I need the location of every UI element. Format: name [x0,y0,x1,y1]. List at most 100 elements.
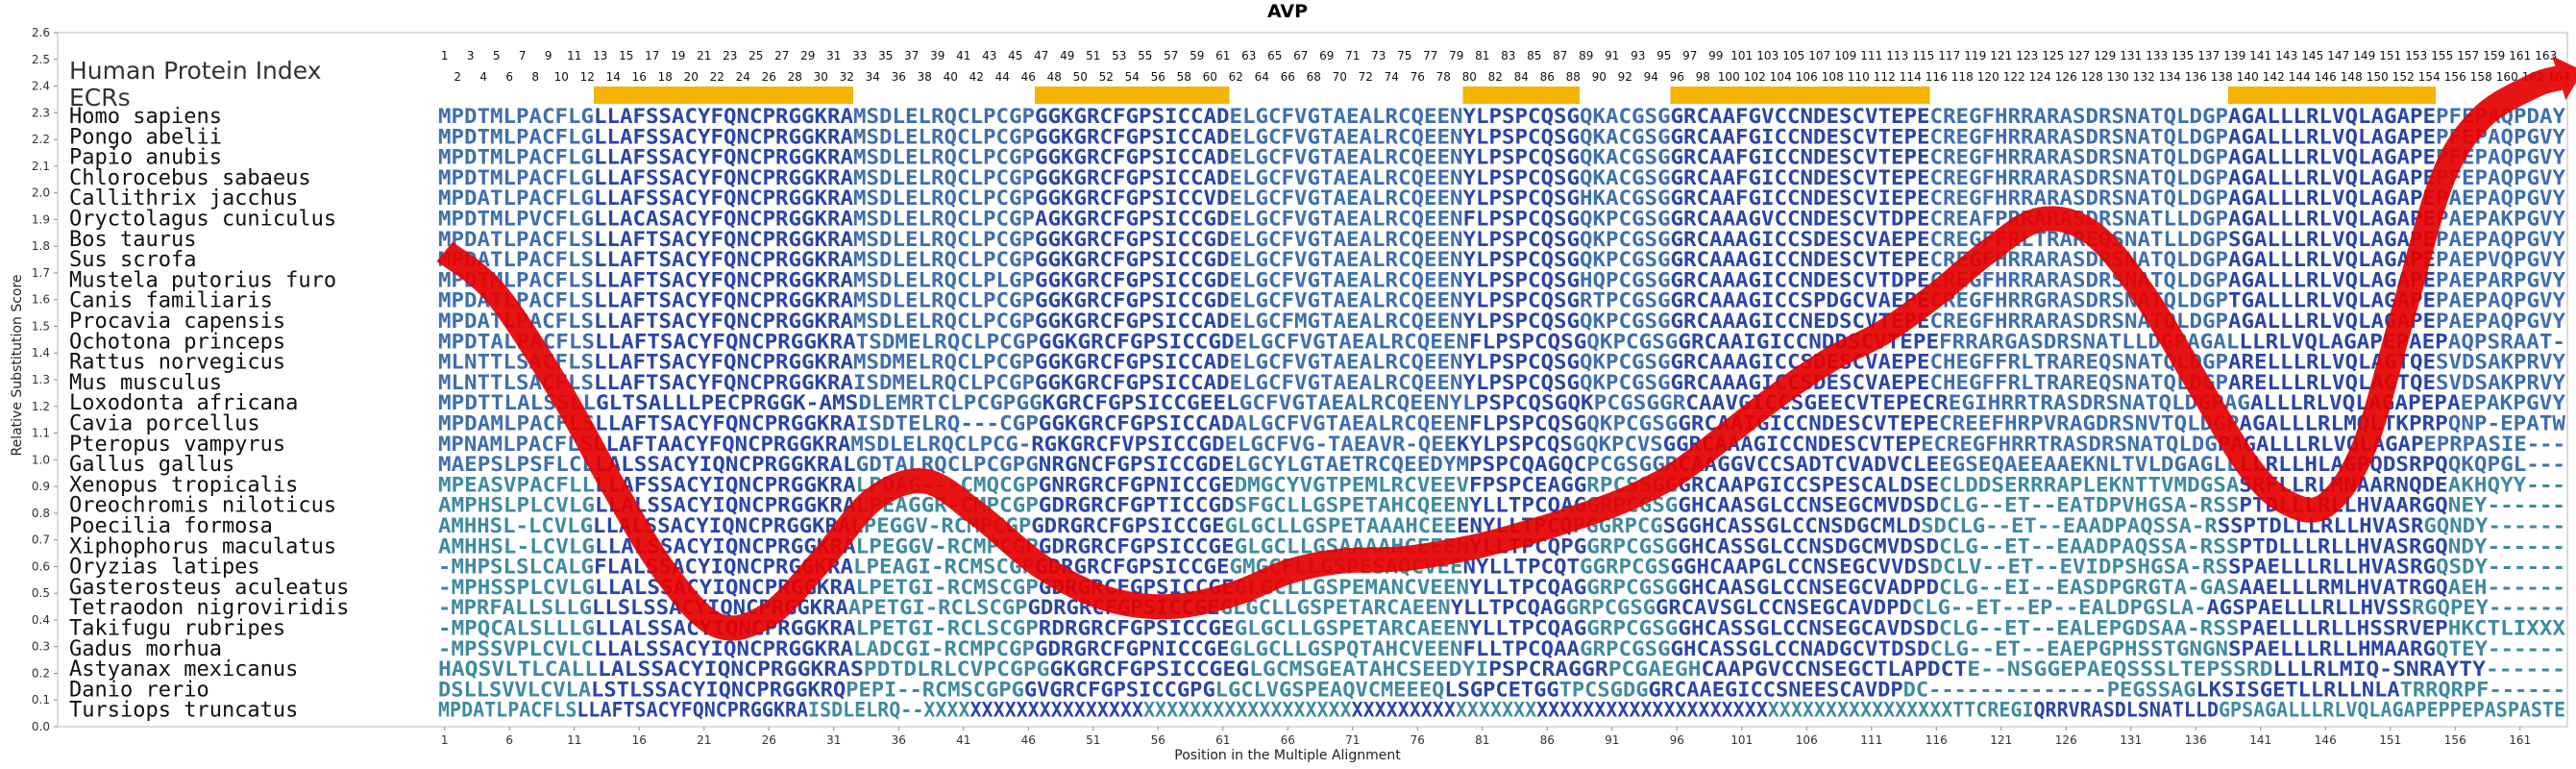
top-tick-label-odd: 3 [467,49,475,62]
sequence-row: MPDTMLPACFLG LLAFSSACYFQNCPRGGKRA MSDLELRQ… [438,105,2565,129]
sequence-segment: GRCAAFGICCNDESCVIEPE [1671,186,1930,211]
sequence-segment: LPEAGI-RCMSCGP [853,556,1035,580]
sequence-segment: EGSEQAEEAAEKNLTVLDGAGLL [1939,453,2239,477]
score-line [436,65,2564,641]
sequence-segment: GPSAGALLLRLVQLAGAPEPPEPASPASTE [2219,699,2565,723]
sequence-segment: GGKGRCFGPSICCGD [1035,268,1230,292]
y-tick-label: 2.2 [32,133,50,146]
x-tick-label: 136 [2185,733,2207,747]
sequence-segment: DMGCYVGTPEMLRCVEEV [1235,473,1470,497]
sequence-segment: YLPSPCQSG [1463,105,1580,129]
sequence-segment: GRCAAAGICCSDESCVAEPE [1671,228,1930,252]
top-tick-label-even: 142 [2263,70,2285,84]
sequence-segment: AGALLLRLVQLAGAPE [2228,248,2436,272]
top-tick-label-even: 14 [606,70,621,84]
top-tick-label-odd: 29 [800,49,815,62]
sequence-segment: GRCAVSGLCCNSEGCAVDPD [1656,596,1912,620]
sequence-segment: GHCASSGLCCNSEGCAVDSD [1678,617,1939,641]
sequence-segment: GRCAAAGICCNDESCVTDPE [1671,268,1930,292]
sequence-segment: -MPSSVPLCVLC [438,637,594,661]
sequence-segment: GGKGRCFGPSICCAD [1035,166,1230,190]
top-tick-label-odd: 163 [2535,49,2557,62]
x-tick-label: 81 [1475,733,1489,747]
sequence-segment: GHCAASGLCCNSEGCMVDSD [1678,494,1939,518]
sequence-segment: NYLLTPCQT [1463,556,1580,580]
x-tick-label: 56 [1151,733,1165,747]
sequence-segment: MAEPSLPSFLCL [438,453,595,477]
x-tick-label: 121 [1990,733,2012,747]
sequence-segment: LPETGI-RCLSCGP [856,617,1039,641]
sequence-segment: MPDATLPACFLS [438,228,594,252]
species-name: Poecilia formosa [69,514,273,538]
x-tick-label: 131 [2120,733,2142,747]
sequence-segment: GRCAAAGICCNDESCVTEPE [1671,248,1930,272]
x-axis-label: Position in the Multiple Alignment [1174,748,1401,763]
y-tick-label: 0.1 [32,693,50,707]
x-tick-label: 101 [1730,733,1753,747]
top-tick-label-odd: 93 [1631,49,1645,62]
sequence-segment: LLAFTSACYFQNCPRGGKRA [594,351,853,375]
sequence-segment: CLG--ET--EAADPAQSSA-RSS [1939,534,2239,558]
top-tick-label-odd: 99 [1708,49,1723,62]
sequence-segment: LLAFTSACYFQNCPRGGKRA [595,412,856,436]
top-tick-label-odd: 111 [1860,49,1882,62]
species-name: Canis familiaris [69,289,273,313]
sequence-segment: ISDTELRQ---CGP [856,412,1039,436]
top-tick-label-odd: 119 [1964,49,1986,62]
top-tick-label-odd: 129 [2094,49,2116,62]
sequence-segment: GHCASSGLCCNSDGCMVDSD [1678,534,1939,558]
sequence-segment: -MHPSLSLCALG [438,556,594,580]
top-tick-label-even: 66 [1281,70,1295,84]
top-tick-label-odd: 91 [1605,49,1619,62]
y-tick-label: 1.9 [32,212,50,226]
sequence-segment: ------ [2486,657,2565,682]
sequence-segment: LALSSACYIQNCPRGGKRAS [598,657,864,682]
sequence-segment: -MPQCALSLLLG [438,617,595,641]
sequence-segment: PSPCQSGQK [1476,391,1594,415]
sequence-segment: GDTALRQCLPCGPG [856,453,1039,477]
sequence-segment: GLGCLLGSPETAAAHCEE [1225,514,1458,538]
sequence-segment: YLLTPCQAG [1451,596,1566,620]
species-name: Gasterosteus aculeatus [69,576,349,600]
top-tick-label-odd: 77 [1423,49,1437,62]
sequence-segment: YLPSPCQSG [1463,125,1580,149]
top-tick-label-odd: 109 [1834,49,1856,62]
top-tick-label-even: 76 [1411,70,1425,84]
y-tick-label: 0.2 [32,666,50,680]
sequence-segment: GDRGRCFGPSICCGE [1031,514,1224,538]
sequence-row: MPDATLPACFLG LLAFSSACYFQNCPRGGKRA MSDLELRQ… [438,186,2565,211]
sequence-segment: LLAFSSACYFQNCPRGGKRA [594,146,853,170]
sequence-segment: GRCAAFGICCNDESCVTEPE [1671,146,1930,170]
chart-title: AVP [1267,1,1308,22]
sequence-segment: LLAFTSACYFQNCPRGGKRA [594,371,853,395]
top-tick-label-odd: 69 [1319,49,1334,62]
sequence-segment: PEPI--RCMSCGPG [846,678,1024,702]
sequence-segment: XXXXXXXXX [1352,699,1456,723]
sequence-segment: QKPCGSG [1580,371,1670,395]
sequence-segment: LLACASACYFQNCPRGGKRA [594,208,853,232]
top-tick-label-odd: 19 [671,49,685,62]
sequence-segment: GLGCLLGSPETARCAEEN [1220,596,1451,620]
sequence-segment: LLAFSSACYFQNCPRGGKRA [594,105,853,129]
sequence-segment: PAEPAKPGVY [2436,208,2565,232]
sequence-row: MPDTMLPACFLS LLAFTSACYFQNCPRGGKRA MSDLELRQ… [438,268,2565,292]
sequence-segment: CREGFHRRARASDRSNATQLDGP [1930,146,2229,170]
species-name: Tursiops truncatus [69,699,298,723]
sequence-segment: LSTLSSACYIQNCPRGGKRQ [591,678,846,702]
sequence-segment: GGKGRCFGPSICCGD [1035,248,1230,272]
sequence-segment: GGHCAAPGLCCNSEGCVVDS [1671,556,1930,580]
sequence-segment: GHCASSGLCCNADGCVTDSD [1671,637,1930,661]
score-line-arrowhead [2552,56,2576,101]
sequence-segment: E--NSGGEPAEQSSSLTEPSSRD [1967,657,2272,682]
top-tick-label-even: 126 [2055,70,2077,84]
sequence-row: MAEPSLPSFLCL LALSSACYIQNCPRGGKRAL GDTALRQC… [438,453,2565,477]
ecr-bar [2228,87,2436,104]
sequence-segment: RGKGRCFVPSICCGD [1031,433,1224,457]
sequence-segment: XXXXXXXXXXXXXXXXXX [1143,699,1352,723]
sequence-segment: EPAKPGVY [2461,391,2565,415]
top-tick-label-even: 36 [892,70,906,84]
top-tick-label-even: 28 [788,70,802,84]
sequence-segment: TSDMELRQCLPCGP [856,330,1039,354]
sequence-segment: MSDLELRQCLPCGP [853,289,1035,313]
top-tick-label-even: 112 [1874,70,1896,84]
